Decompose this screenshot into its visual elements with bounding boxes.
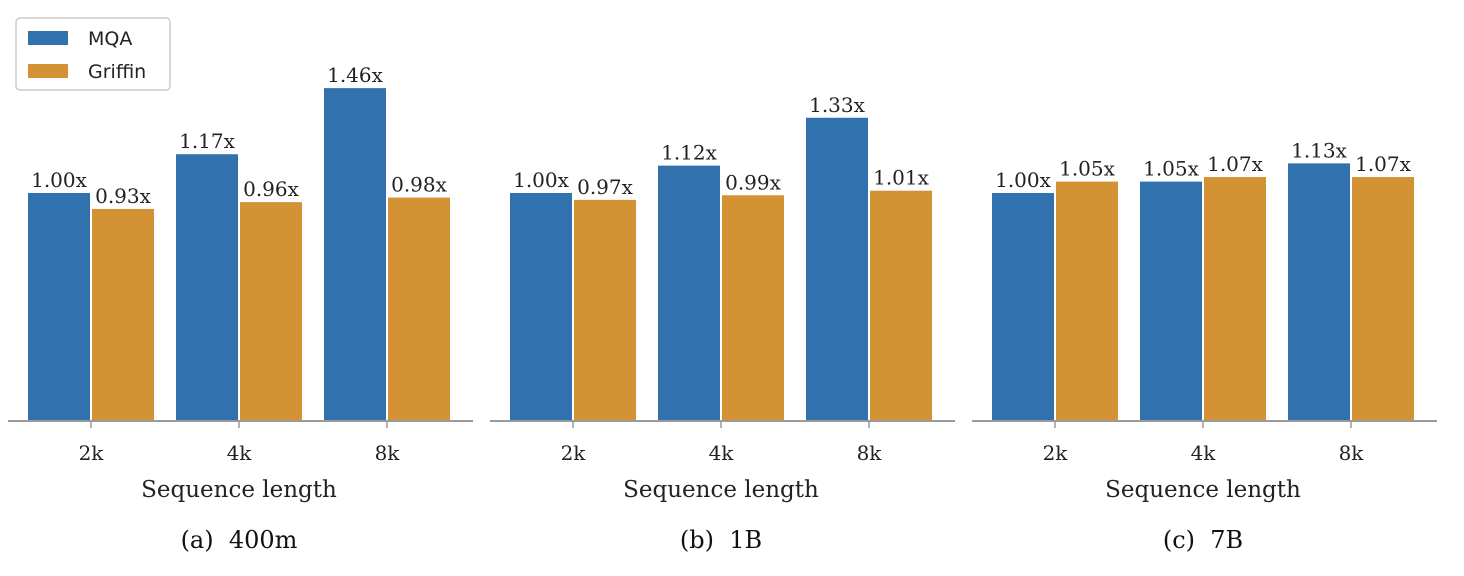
bar-griffin-2k: [574, 199, 636, 421]
bar-label-griffin-8k: 1.01x: [873, 166, 930, 190]
chart-panel-2: 1.00x 1.05x 2k 1.05x 1.07x 4k 1.13x 1.07x 8k Sequ…: [972, 138, 1437, 554]
x-tick-label-2k: 2k: [561, 441, 587, 465]
x-tick-label-2k: 2k: [79, 441, 105, 465]
legend-swatch-mqa: [28, 31, 68, 45]
bar-griffin-2k: [92, 208, 154, 421]
bar-mqa-8k: [324, 88, 386, 422]
bar-label-mqa-4k: 1.17x: [179, 129, 236, 153]
bar-label-mqa-8k: 1.13x: [1291, 138, 1348, 162]
panel-caption: (a) 400m: [181, 526, 298, 554]
x-tick-label-4k: 4k: [227, 441, 253, 465]
bar-label-griffin-2k: 0.97x: [577, 175, 634, 199]
bar-label-griffin-8k: 1.07x: [1355, 152, 1412, 176]
bar-griffin-4k: [722, 195, 784, 421]
x-axis-title: Sequence length: [141, 477, 337, 503]
bar-label-griffin-4k: 0.99x: [725, 170, 782, 194]
x-tick-label-8k: 8k: [857, 441, 883, 465]
bar-label-griffin-2k: 1.05x: [1059, 157, 1116, 181]
bar-griffin-8k: [388, 197, 450, 421]
x-axis-title: Sequence length: [1105, 477, 1301, 503]
bar-label-mqa-2k: 1.00x: [513, 168, 570, 192]
panels: 1.00x 0.93x 2k 1.17x 0.96x 4k 1.46x 0.98x 8k Sequ…: [8, 63, 1437, 554]
bar-label-griffin-4k: 1.07x: [1207, 152, 1264, 176]
chart-panel-1: 1.00x 0.97x 2k 1.12x 0.99x 4k 1.33x 1.01x 8k Sequ…: [490, 93, 955, 554]
bar-griffin-4k: [240, 202, 302, 421]
bar-mqa-2k: [992, 193, 1054, 421]
legend: MQA Griffin: [15, 17, 171, 91]
bar-label-griffin-4k: 0.96x: [243, 177, 300, 201]
bar-mqa-8k: [806, 117, 868, 421]
x-axis-title: Sequence length: [623, 477, 819, 503]
x-tick-label-4k: 4k: [1191, 441, 1217, 465]
bar-label-mqa-8k: 1.46x: [327, 63, 384, 87]
bar-label-griffin-8k: 0.98x: [391, 173, 448, 197]
bar-mqa-4k: [176, 154, 238, 422]
bar-griffin-2k: [1056, 181, 1118, 421]
bar-mqa-4k: [1140, 181, 1202, 421]
x-tick-label-8k: 8k: [375, 441, 401, 465]
bar-griffin-8k: [1352, 177, 1414, 421]
bar-label-mqa-8k: 1.33x: [809, 93, 866, 117]
x-tick-label-4k: 4k: [709, 441, 735, 465]
x-tick-label-8k: 8k: [1339, 441, 1365, 465]
bar-mqa-8k: [1288, 163, 1350, 422]
bar-griffin-4k: [1204, 177, 1266, 421]
bar-mqa-4k: [658, 165, 720, 421]
bar-mqa-2k: [510, 193, 572, 421]
chart-panel-0: 1.00x 0.93x 2k 1.17x 0.96x 4k 1.46x 0.98x 8k Sequ…: [8, 63, 473, 554]
legend-label-mqa: MQA: [88, 28, 132, 50]
bar-label-mqa-4k: 1.05x: [1143, 157, 1200, 181]
bar-label-mqa-2k: 1.00x: [995, 168, 1052, 192]
legend-swatch-griffin: [28, 64, 68, 78]
panel-caption: (b) 1B: [680, 526, 762, 554]
bar-label-griffin-2k: 0.93x: [95, 184, 152, 208]
bar-label-mqa-2k: 1.00x: [31, 168, 88, 192]
bar-griffin-8k: [870, 190, 932, 421]
legend-label-griffin: Griffin: [88, 61, 146, 83]
x-tick-label-2k: 2k: [1043, 441, 1069, 465]
bar-label-mqa-4k: 1.12x: [661, 141, 718, 165]
panel-caption: (c) 7B: [1163, 526, 1243, 554]
bar-mqa-2k: [28, 193, 90, 421]
